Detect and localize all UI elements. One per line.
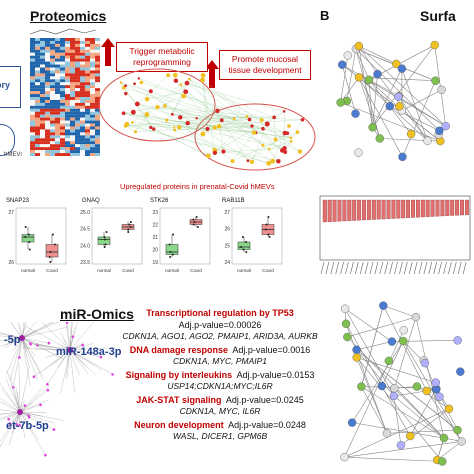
boxplot-title: SNAP23: [6, 198, 30, 204]
pathway-name: Transcriptional regulation by TP53: [146, 308, 294, 318]
x-label: Covid: [262, 268, 274, 273]
heatmap: [22, 28, 104, 156]
surface-network-bottom: [340, 301, 466, 466]
pathway-pvalue: Adj.p-value=0.0153: [236, 369, 315, 380]
y-tick: 21: [152, 235, 158, 241]
boxplot-axes: 27 26 25 24 normal Covid: [224, 207, 283, 273]
pathway-name: Neuron development: [134, 419, 224, 430]
y-tick: 26: [8, 260, 14, 266]
y-tick: 24.0: [80, 243, 90, 249]
pathway-genes: CDKN1A, AGO1, AGO2, PMAIP1, ARID3A, AURK…: [122, 331, 318, 341]
pathway-genes: WASL, DICER1, GPM6B: [172, 431, 268, 441]
boxplot-gnaq: GNAQ 25.0 24.5 24.0 23.5 normal Covid: [78, 198, 144, 280]
pathway-name: JAK-STAT signaling: [136, 394, 222, 405]
boxplot-title: STK26: [150, 198, 169, 204]
y-tick: 26: [224, 227, 230, 233]
side-box-top: ory: [0, 66, 21, 108]
boxplot-title: RAB11B: [222, 198, 245, 204]
mir-network: [0, 322, 116, 457]
let-7b-label: et-7b-5p: [6, 420, 49, 432]
boxplot-snap23: SNAP23 27 26 normal Covid: [2, 198, 68, 280]
boxplot-title: GNAQ: [82, 198, 100, 204]
boxplot-axes: 27 26 normal Covid: [8, 207, 67, 273]
pathway-pvalue: Adj.p-value=0.00026: [178, 319, 262, 330]
side-box-label: ory: [0, 80, 11, 90]
pathway-list: Transcriptional regulation by TP53 Adj.p-…: [120, 308, 320, 443]
y-tick: 25: [224, 243, 230, 249]
panel-b-title: Surfa: [420, 8, 456, 24]
y-tick: 25.0: [80, 210, 90, 216]
proteomics-title: Proteomics: [30, 8, 107, 24]
y-tick: 27: [8, 210, 14, 216]
pathway-pvalue: Adj.p-value=0.0245: [225, 394, 304, 405]
upregulated-caption: Upregulated proteins in prenatal-Covid h…: [120, 182, 275, 191]
trigger-metabolic-box: Trigger metabolic reprogramming: [116, 42, 208, 72]
y-tick: 20: [152, 248, 158, 254]
y-tick: 24.5: [80, 227, 90, 233]
pathway-pvalue: Adj.p-value=0.0016: [232, 344, 311, 355]
pathway-genes: USP14;CDKN1A;MYC;IL6R: [167, 381, 273, 391]
pathway-row: Signaling by interleukins Adj.p-value=0.…: [120, 368, 320, 382]
y-tick: 19: [152, 260, 158, 266]
y-tick: 22: [152, 223, 158, 229]
y-tick: 27: [224, 210, 230, 216]
pathway-name: Signaling by interleukins: [125, 369, 233, 380]
pathway-row: DNA damage response Adj.p-value=0.0016: [120, 343, 320, 357]
promote-mucosal-box: Promote mucosal tissue development: [219, 50, 311, 80]
hmev-label: hMEVs: [4, 152, 24, 158]
x-label: normal: [97, 268, 111, 273]
pathway-genes: CDKN1A, MYC, PMAIP1: [173, 356, 267, 366]
y-tick: 23: [152, 210, 158, 216]
protein-network: [98, 68, 316, 171]
pathway-row: Neuron development Adj.p-value=0.0248: [120, 418, 320, 432]
pathway-row: JAK-STAT signaling Adj.p-value=0.0245: [120, 393, 320, 407]
panel-b-letter: B: [320, 8, 330, 23]
pathway-pvalue: Adj.p-value=0.0248: [228, 419, 306, 430]
boxplot-stk26: STK26 23 22 21 20 19 normal Covid: [146, 198, 212, 280]
y-tick: 24: [224, 260, 230, 266]
mir-omics-title: miR-Omics: [60, 306, 134, 322]
arrow-up-2-icon: [205, 60, 219, 88]
pathway-genes: CDKN1A, MYC, IL6R: [179, 406, 261, 416]
y-tick: 23.5: [80, 260, 90, 266]
x-label: Covid: [46, 268, 58, 273]
mir-148a-label: miR-148a-3p: [56, 346, 122, 358]
mir-5p-label: -5p: [4, 334, 21, 346]
x-label: normal: [237, 268, 251, 273]
x-label: normal: [21, 268, 35, 273]
x-label: normal: [165, 268, 179, 273]
x-label: Covid: [190, 268, 202, 273]
boxplot-rab11b: RAB11B 27 26 25 24 normal Covid: [218, 198, 284, 280]
pathway-name: DNA damage response: [129, 344, 228, 355]
x-label: Covid: [122, 268, 134, 273]
boxplot-axes: 25.0 24.5 24.0 23.5 normal Covid: [80, 207, 143, 273]
surface-bar-chart: [319, 195, 471, 275]
surface-network-top: [336, 40, 450, 162]
boxplot-axes: 23 22 21 20 19 normal Covid: [152, 207, 211, 273]
arrow-up-1-icon: [101, 38, 115, 66]
